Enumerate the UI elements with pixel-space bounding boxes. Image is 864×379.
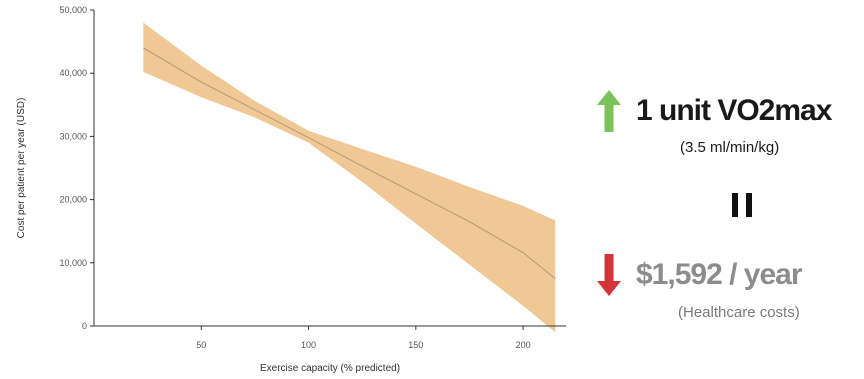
healthcare-costs-label: (Healthcare costs) <box>678 304 800 321</box>
confidence-band-layer <box>143 22 556 333</box>
x-tick-label: 100 <box>301 340 316 350</box>
confidence-band-0 <box>143 22 556 333</box>
cost-savings-headline: $1,592 / year <box>636 258 802 291</box>
vo2max-summary-panel: 1 unit VO2max (3.5 ml/min/kg) $1,592 / y… <box>590 0 864 379</box>
y-tick-label: 0 <box>82 321 87 331</box>
down-arrow-icon <box>597 254 621 296</box>
cost-vs-exercise-chart: 0 10,000 20,000 30,000 40,000 50,000 50 100 150 2… <box>16 5 566 374</box>
axes: 0 10,000 20,000 30,000 40,000 50,000 50 100 150 2… <box>59 5 566 350</box>
vo2max-headline: 1 unit VO2max <box>636 94 832 127</box>
up-arrow-icon <box>597 90 621 132</box>
y-tick-label: 30,000 <box>59 131 87 141</box>
y-tick-label: 40,000 <box>59 68 87 78</box>
x-tick-label: 50 <box>196 340 206 350</box>
vo2max-headline-row: 1 unit VO2max <box>596 88 832 134</box>
y-tick-label: 20,000 <box>59 195 87 205</box>
x-axis-title: Exercise capacity (% predicted) <box>260 363 400 374</box>
regression-line-0 <box>143 47 556 279</box>
y-axis-title: Cost per patient per year (USD) <box>16 98 27 239</box>
regression-line-layer <box>143 47 556 279</box>
equals-icon <box>732 193 754 217</box>
y-tick-label: 50,000 <box>59 5 87 15</box>
x-tick-label: 150 <box>408 340 423 350</box>
x-tick-label: 200 <box>516 340 531 350</box>
y-tick-label: 10,000 <box>59 258 87 268</box>
vo2max-unit-label: (3.5 ml/min/kg) <box>680 139 780 156</box>
cost-headline-row: $1,592 / year <box>596 252 802 298</box>
